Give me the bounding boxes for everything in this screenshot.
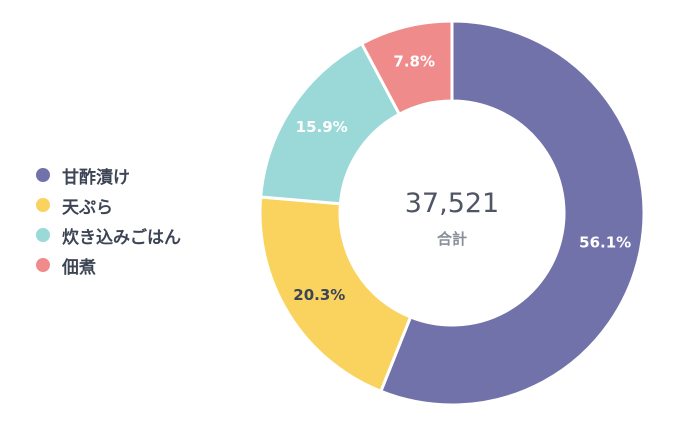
legend-item: 天ぷら bbox=[36, 190, 236, 220]
legend-label: 炊き込みごはん bbox=[62, 227, 181, 248]
legend-item: 炊き込みごはん bbox=[36, 220, 236, 250]
slice-label-0: 56.1% bbox=[579, 233, 631, 251]
legend-label: 佃煮 bbox=[62, 257, 96, 278]
legend-swatch bbox=[36, 168, 50, 182]
center-total-label: 合計 bbox=[436, 230, 467, 248]
slice-0 bbox=[379, 19, 646, 407]
slice-label-2: 15.9% bbox=[296, 118, 348, 136]
slice-label-3: 7.8% bbox=[393, 53, 435, 71]
slice-labels-group: 56.1% 20.3% 15.9% 7.8% bbox=[293, 53, 631, 304]
legend-item: 甘酢漬け bbox=[36, 160, 236, 190]
slice-1 bbox=[258, 195, 412, 393]
legend: 甘酢漬け 天ぷら 炊き込みごはん 佃煮 bbox=[36, 160, 236, 280]
legend-item: 佃煮 bbox=[36, 250, 236, 280]
legend-label: 甘酢漬け bbox=[62, 167, 130, 188]
slices-group bbox=[258, 19, 646, 407]
legend-swatch bbox=[36, 198, 50, 212]
legend-label: 天ぷら bbox=[62, 197, 113, 218]
center-total: 37,521 bbox=[405, 188, 499, 219]
slice-label-1: 20.3% bbox=[293, 286, 345, 304]
legend-swatch bbox=[36, 228, 50, 242]
legend-swatch bbox=[36, 258, 50, 272]
slice-3 bbox=[360, 19, 454, 116]
